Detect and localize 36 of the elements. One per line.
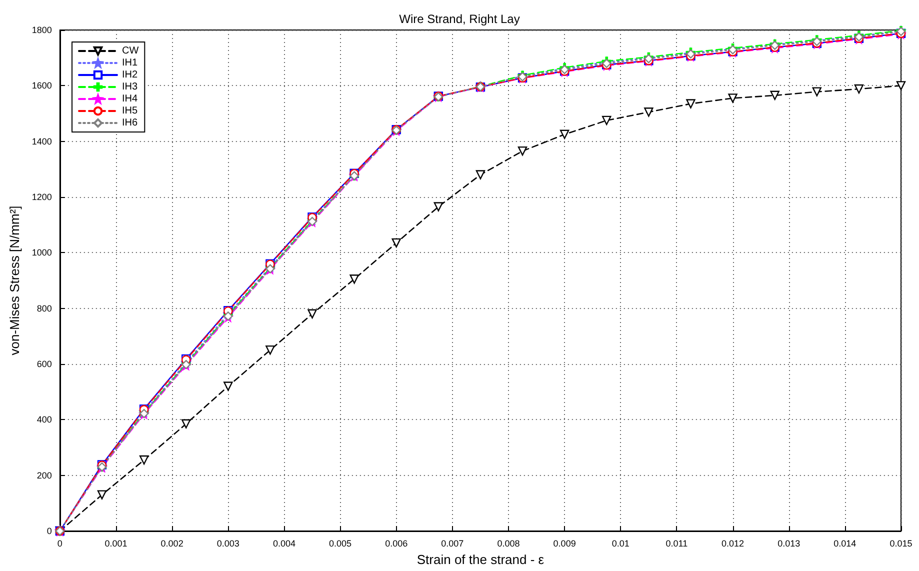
y-tick-label: 1600 [32,80,52,91]
x-tick-label: 0.014 [834,538,856,548]
y-tick-label: 800 [36,303,52,314]
legend-label: IH1 [122,58,138,68]
y-tick-label: 1400 [32,136,52,146]
x-tick-label: 0.011 [666,538,688,548]
x-tick-label: 0.004 [272,538,296,548]
x-tick-label: 0.001 [104,538,128,548]
y-tick-label: 600 [36,359,52,369]
x-tick-label: 0.015 [890,538,912,548]
x-tick-label: 0.006 [385,538,408,548]
x-tick-label: 0.002 [160,538,184,548]
y-tick-label: 1000 [32,248,52,258]
x-tick-label: 0.009 [553,538,576,548]
y-tick-label: 400 [36,414,52,425]
y-tick-label: 0 [46,526,52,536]
y-axis-title: von-Mises Stress [N/mm²] [7,206,22,356]
y-tick-label: 1800 [32,25,52,35]
legend-label: IH3 [122,82,138,92]
y-tick-label: 200 [36,470,52,480]
x-axis-title: Strain of the strand - ε [416,552,544,567]
x-tick-label: 0.01 [612,538,630,548]
legend-label: CW [122,46,140,56]
x-tick-label: 0.003 [216,538,240,548]
legend-label: IH6 [122,118,138,128]
x-tick-label: 0.008 [497,538,520,548]
x-tick-label: 0.012 [722,538,744,548]
x-tick-label: 0.007 [441,538,464,548]
x-tick-label: 0 [57,538,62,548]
chart-title: Wire Strand, Right Lay [399,12,520,26]
legend-label: IH5 [122,106,138,116]
legend-label: IH2 [122,70,138,80]
y-tick-label: 1200 [32,192,52,202]
x-tick-label: 0.005 [329,538,352,548]
legend-label: IH4 [122,94,138,104]
x-tick-label: 0.013 [778,538,800,548]
